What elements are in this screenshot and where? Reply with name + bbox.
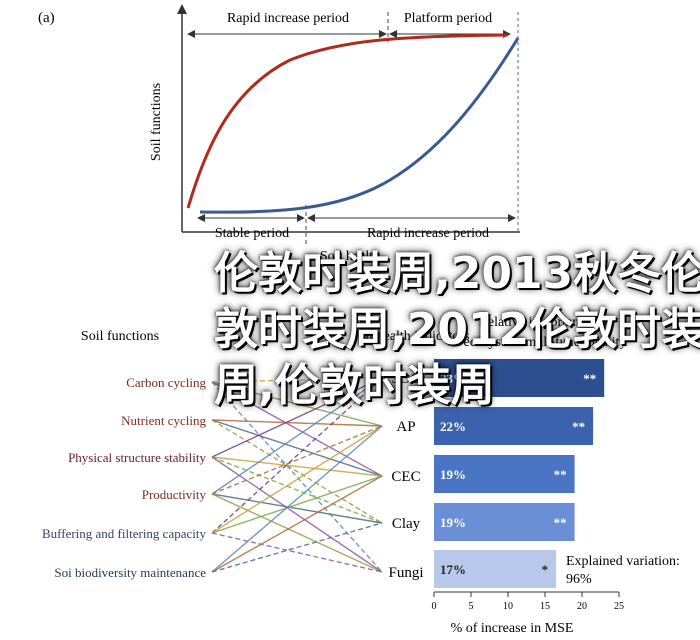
link-line (211, 456, 383, 477)
soil-function-label: Physical structure stability (68, 450, 206, 465)
link-line (211, 377, 383, 458)
link-line (211, 532, 383, 573)
header-importance-line2: ecosystem multifunctionality (464, 335, 627, 350)
top-right-span-label: Platform period (404, 11, 492, 26)
soil-function-label: Carbon cycling (126, 375, 206, 390)
bar-x-tick-label: 15 (540, 601, 550, 612)
watermark-line-3: 周,伦敦时装周 (214, 360, 495, 411)
link-line (211, 381, 383, 427)
bottom-left-span-label: Stable period (215, 226, 289, 241)
explained-variation-value: 96% (566, 572, 592, 587)
link-line (211, 475, 383, 534)
importance-bar (434, 550, 557, 588)
importance-bar (434, 503, 575, 541)
bar-x-ticks: 0 5 10 15 20 25 (432, 592, 624, 612)
bar-x-axis-label: % of increase in MSE (451, 621, 574, 636)
link-line (211, 493, 383, 524)
indicator-label: Fungi (388, 565, 423, 581)
soil-function-label: Soi biodiversity maintenance (54, 565, 206, 580)
bar-value-label: 17% (440, 562, 466, 577)
link-line (211, 425, 383, 534)
header-importance-line1: Relative importance for (479, 315, 612, 330)
link-line (211, 377, 383, 383)
soil-function-label: Buffering and filtering capacity (42, 526, 207, 541)
link-line (211, 381, 383, 477)
link-line (211, 522, 383, 573)
bar-x-tick-label: 0 (432, 601, 437, 612)
bar-value-label: 22% (440, 419, 466, 434)
bar-significance-label: ** (554, 467, 567, 482)
link-line (211, 381, 383, 573)
bar-significance-label: ** (583, 371, 596, 386)
watermark-line-2: 敦时装周,2012伦敦时装 (214, 304, 700, 355)
importance-bar (434, 359, 605, 397)
indicator-label: Clay (392, 516, 421, 532)
watermark-line-1: 伦敦时装周,2013秋冬伦 (214, 248, 700, 299)
soil-function-label: Productivity (142, 487, 207, 502)
top-left-span-label: Rapid increase period (227, 11, 349, 26)
x-axis-label: Soil health (320, 249, 380, 264)
panel-a: (a) Soil functions Rapid increase period… (38, 4, 520, 264)
link-line (211, 456, 383, 573)
link-line (211, 493, 383, 573)
bottom-right-span-label: Rapid increase period (367, 226, 489, 241)
soil-function-label: Nutrient cycling (121, 413, 206, 428)
panel-a-label: (a) (38, 10, 55, 26)
bar-value-label: 19% (440, 467, 466, 482)
indicator-labels: SOC AP CEC Clay Fungi (388, 371, 423, 581)
bar-x-tick-label: 25 (614, 601, 624, 612)
indicator-label: AP (396, 419, 415, 435)
slow-curve-blue (199, 37, 520, 214)
importance-bar (434, 455, 575, 493)
bar-significance-label: ** (554, 515, 567, 530)
link-line (211, 425, 383, 573)
function-indicator-links (211, 377, 383, 573)
y-axis-arrow-icon (177, 4, 187, 14)
importance-bars: 23% ** 22% ** 19% ** 19% ** 17% * (434, 359, 605, 588)
link-line (211, 425, 383, 495)
link-line (211, 419, 383, 524)
explained-variation-label: Explained variation: (566, 554, 680, 569)
link-line (211, 456, 383, 524)
indicator-label: CEC (391, 469, 420, 485)
link-line (211, 377, 383, 495)
rapid-curve-red (186, 33, 509, 209)
bar-x-tick-label: 20 (577, 601, 587, 612)
bar-value-label: 19% (440, 515, 466, 530)
bar-significance-label: ** (572, 419, 585, 434)
bar-x-tick-label: 5 (469, 601, 474, 612)
y-axis-label: Soil functions (149, 83, 164, 161)
header-soil-functions: Soil functions (81, 329, 159, 344)
link-line (211, 475, 383, 573)
header-indicators: Soil health indicators (351, 329, 470, 344)
link-line (211, 419, 383, 477)
bar-x-tick-label: 10 (503, 601, 513, 612)
panel-b: Soil functions Soil health indicators Re… (42, 315, 680, 636)
bar-significance-label: * (542, 562, 549, 577)
importance-bar (434, 407, 594, 445)
bar-value-label: 23% (440, 371, 466, 386)
link-line (211, 419, 383, 427)
soil-function-labels: Carbon cycling Nutrient cycling Physical s… (42, 375, 207, 580)
link-line (211, 377, 383, 534)
indicator-label: SOC (391, 371, 420, 387)
